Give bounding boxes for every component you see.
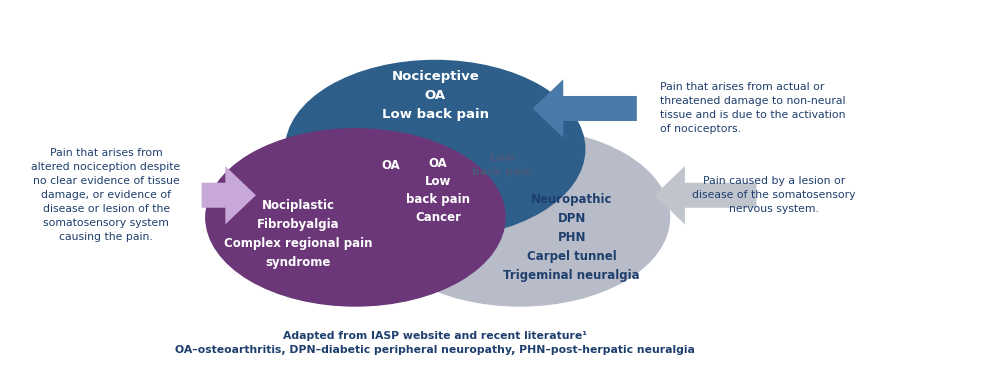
Text: Pain that arises from actual or
threatened damage to non-neural
tissue and is du: Pain that arises from actual or threaten… — [660, 83, 845, 134]
Text: Low
back pain: Low back pain — [472, 153, 532, 177]
Text: OA
Low
back pain
Cancer: OA Low back pain Cancer — [406, 157, 470, 224]
Text: OA–osteoarthritis, DPN–diabetic peripheral neuropathy, PHN–post-herpatic neuralg: OA–osteoarthritis, DPN–diabetic peripher… — [175, 345, 695, 355]
Text: Adapted from IASP website and recent literature¹: Adapted from IASP website and recent lit… — [283, 331, 587, 340]
Text: Neuropathic
DPN
PHN
Carpel tunnel
Trigeminal neuralgia: Neuropathic DPN PHN Carpel tunnel Trigem… — [503, 193, 640, 282]
Text: Pain that arises from
altered nociception despite
no clear evidence of tissue
da: Pain that arises from altered nociceptio… — [31, 148, 181, 242]
Text: Pain caused by a lesion or
disease of the somatosensory
nervous system.: Pain caused by a lesion or disease of th… — [692, 176, 856, 214]
Text: Nociceptive
OA
Low back pain: Nociceptive OA Low back pain — [382, 70, 489, 121]
Ellipse shape — [286, 61, 585, 238]
Ellipse shape — [370, 129, 670, 306]
Text: OA: OA — [381, 159, 400, 172]
Ellipse shape — [206, 129, 505, 306]
Text: Nociplastic
Fibrobyalgia
Complex regional pain
syndrome: Nociplastic Fibrobyalgia Complex regiona… — [224, 199, 373, 269]
